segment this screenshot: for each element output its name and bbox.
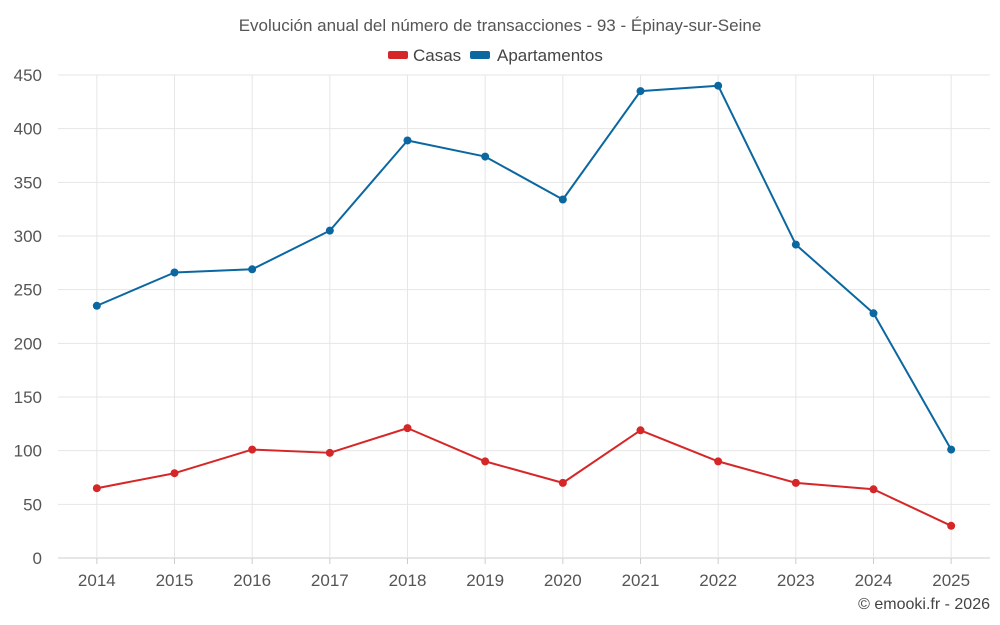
legend-label-casas[interactable]: Casas: [413, 46, 461, 65]
data-point-apartamentos[interactable]: [170, 268, 179, 277]
data-point-apartamentos[interactable]: [325, 226, 334, 235]
legend-label-apartamentos[interactable]: Apartamentos: [497, 46, 603, 65]
data-point-apartamentos[interactable]: [481, 152, 490, 161]
data-point-casas[interactable]: [481, 457, 490, 466]
data-point-casas[interactable]: [325, 448, 334, 457]
data-point-apartamentos[interactable]: [636, 87, 645, 96]
data-point-casas[interactable]: [170, 469, 179, 478]
data-point-casas[interactable]: [403, 424, 412, 433]
y-tick-label: 150: [14, 388, 42, 407]
data-point-apartamentos[interactable]: [714, 81, 723, 90]
data-point-casas[interactable]: [869, 485, 878, 494]
x-tick-label: 2023: [777, 571, 815, 590]
x-tick-label: 2024: [855, 571, 893, 590]
x-tick-label: 2021: [622, 571, 660, 590]
y-tick-label: 450: [14, 66, 42, 85]
y-tick-label: 350: [14, 173, 42, 192]
y-tick-label: 300: [14, 227, 42, 246]
x-tick-label: 2020: [544, 571, 582, 590]
data-point-apartamentos[interactable]: [558, 195, 567, 204]
x-axis: 2014 2015 2016 2017 2018 2019 2020 2021 2022 2023…: [78, 558, 970, 590]
y-tick-label: 100: [14, 442, 42, 461]
chart-title: Evolución anual del número de transaccio…: [239, 16, 762, 35]
y-tick-label: 250: [14, 281, 42, 300]
legend[interactable]: Casas Apartamentos: [388, 46, 603, 65]
data-point-casas[interactable]: [248, 445, 257, 454]
legend-swatch-apartamentos: [470, 51, 490, 59]
y-tick-label: 50: [23, 495, 42, 514]
data-point-apartamentos[interactable]: [403, 136, 412, 145]
y-tick-label: 200: [14, 334, 42, 353]
x-tick-label: 2014: [78, 571, 116, 590]
x-tick-label: 2025: [932, 571, 970, 590]
legend-swatch-casas: [388, 51, 408, 59]
data-point-casas[interactable]: [947, 521, 956, 530]
credit-text: © emooki.fr - 2026: [858, 596, 990, 613]
grid: [58, 74, 990, 559]
series-layer: [92, 81, 956, 530]
x-tick-label: 2016: [233, 571, 271, 590]
x-tick-label: 2015: [156, 571, 194, 590]
data-point-casas[interactable]: [558, 478, 567, 487]
data-point-apartamentos[interactable]: [869, 309, 878, 318]
y-axis: 0 50 100 150 200 250 300 350 400 450: [14, 66, 42, 568]
series-line-apartamentos[interactable]: [96, 84, 953, 451]
y-tick-label: 400: [14, 120, 42, 139]
data-point-casas[interactable]: [791, 478, 800, 487]
data-point-casas[interactable]: [636, 426, 645, 435]
x-tick-label: 2017: [311, 571, 349, 590]
data-point-apartamentos[interactable]: [947, 445, 956, 454]
data-point-casas[interactable]: [92, 484, 101, 493]
data-point-apartamentos[interactable]: [92, 301, 101, 310]
x-tick-label: 2022: [699, 571, 737, 590]
x-tick-label: 2018: [389, 571, 427, 590]
y-tick-label: 0: [33, 549, 42, 568]
data-point-apartamentos[interactable]: [248, 265, 257, 274]
data-point-casas[interactable]: [714, 457, 723, 466]
data-point-apartamentos[interactable]: [791, 240, 800, 249]
x-tick-label: 2019: [466, 571, 504, 590]
series-line-casas[interactable]: [96, 427, 952, 527]
